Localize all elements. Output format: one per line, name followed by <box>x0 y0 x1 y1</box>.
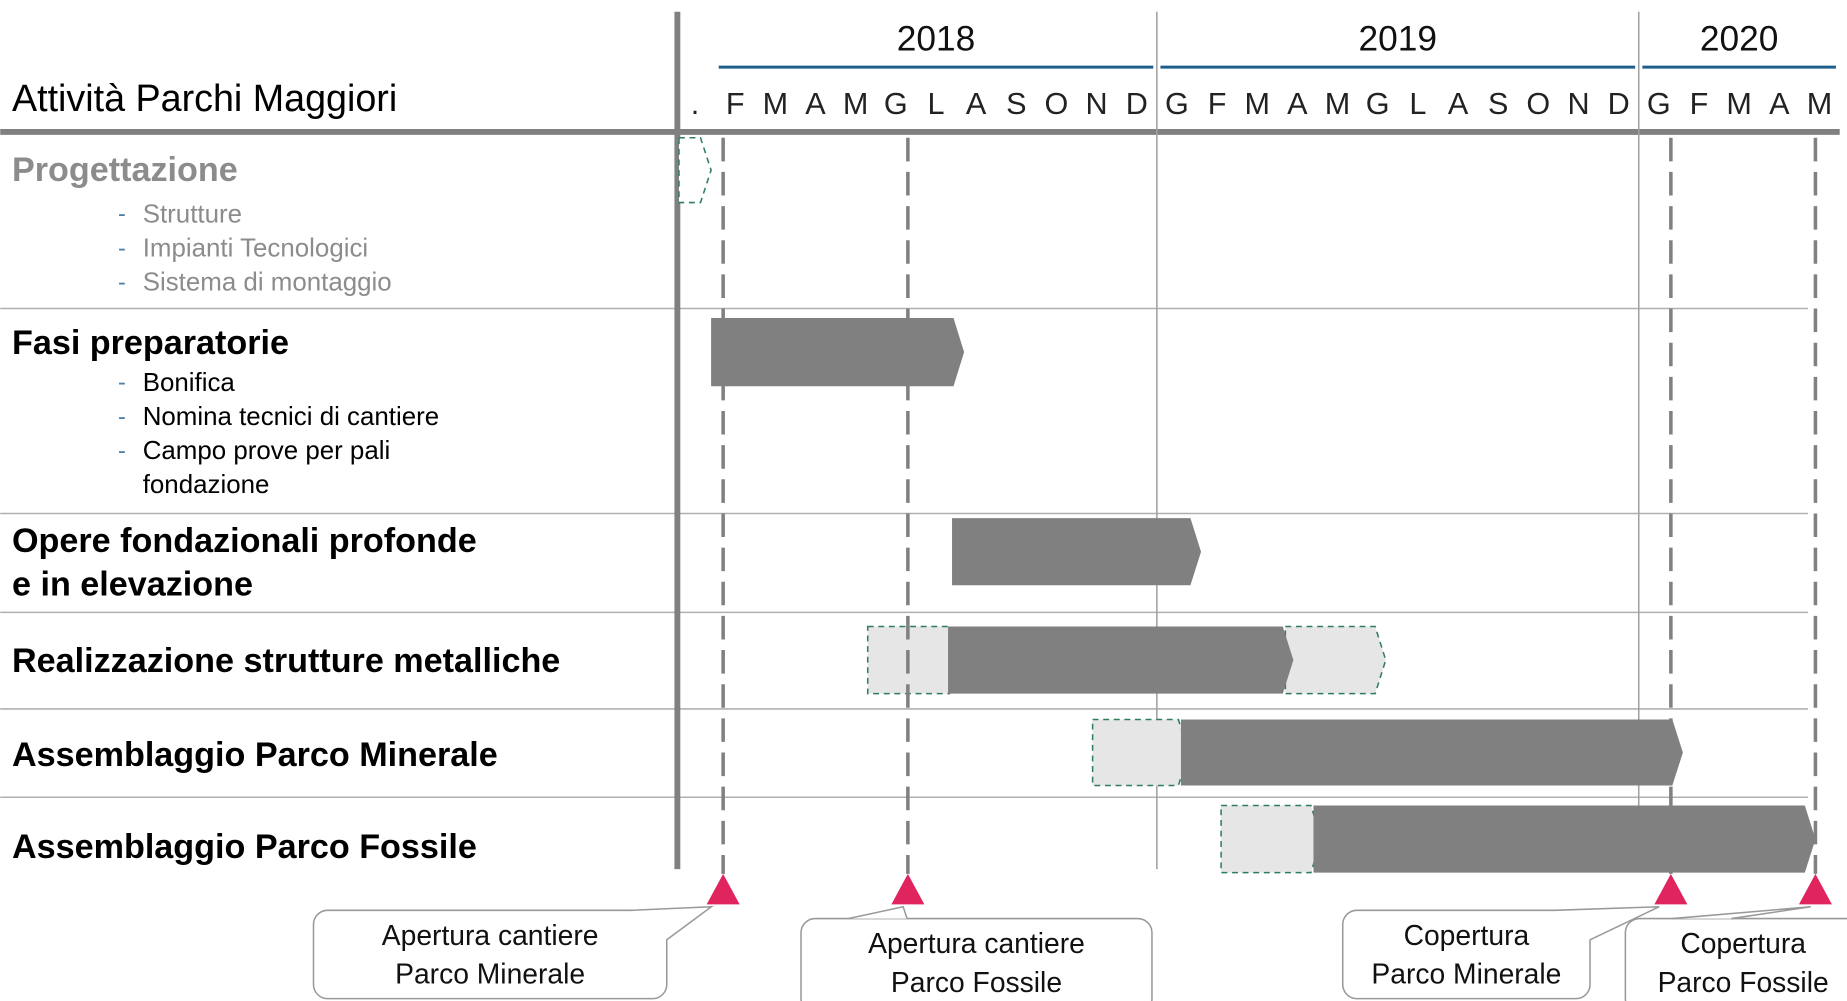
month-label: M <box>843 87 868 121</box>
task-title: Realizzazione strutture metalliche <box>12 642 560 680</box>
month-label: M <box>1807 87 1833 121</box>
milestone-label: Parco Fossile <box>891 966 1062 998</box>
item-dash: - <box>118 403 126 429</box>
callout-box <box>1341 909 1591 1000</box>
milestone-label: Parco Minerale <box>395 958 585 990</box>
month-label: M <box>1325 87 1351 121</box>
month-label: N <box>1567 87 1589 121</box>
month-label: O <box>1045 87 1069 121</box>
month-label: F <box>726 87 745 121</box>
year-label: 2018 <box>897 20 976 59</box>
task-item: fondazione <box>143 471 270 499</box>
task-bar <box>1284 625 1387 695</box>
task-title: Progettazione <box>12 151 238 189</box>
milestone-label: Apertura cantiere <box>868 927 1085 959</box>
item-dash: - <box>118 269 126 295</box>
milestone-label: Parco Fossile <box>1658 966 1829 998</box>
month-label: D <box>1608 87 1630 121</box>
month-label: L <box>927 87 944 121</box>
month-label: F <box>1208 87 1227 121</box>
item-dash: - <box>118 369 126 395</box>
task-title: Assemblaggio Parco Minerale <box>12 736 498 774</box>
task-bar <box>1180 719 1683 786</box>
task-item: Nomina tecnici di cantiere <box>143 403 439 431</box>
item-dash: - <box>118 235 126 261</box>
callout-box <box>312 909 668 1000</box>
month-label: O <box>1526 87 1550 121</box>
month-label: A <box>1448 87 1469 121</box>
month-label: A <box>1287 87 1308 121</box>
milestone-marker <box>706 873 740 905</box>
task-bar <box>711 317 965 387</box>
callout-box <box>800 917 1153 1001</box>
month-label: G <box>884 87 908 121</box>
month-label: M <box>1244 87 1270 121</box>
task-title: Fasi preparatorie <box>12 324 289 362</box>
month-label: L <box>1409 87 1426 121</box>
milestone-label: Copertura <box>1404 919 1530 951</box>
milestone-marker <box>1654 873 1688 905</box>
task-bar <box>1313 805 1816 873</box>
task-item: Bonifica <box>143 369 236 397</box>
month-label: G <box>1165 87 1189 121</box>
task-item: Strutture <box>143 200 242 228</box>
task-bar <box>1220 804 1323 874</box>
item-dash: - <box>118 201 126 227</box>
callout-box <box>1624 917 1847 1001</box>
task-item: Campo prove per pali <box>143 437 391 465</box>
month-label: A <box>966 87 987 121</box>
task-title: Assemblaggio Parco Fossile <box>12 828 477 866</box>
year-label: 2019 <box>1359 20 1438 59</box>
month-label: M <box>763 87 788 121</box>
task-bar <box>678 137 712 204</box>
task-bar <box>952 518 1202 586</box>
month-label: . <box>691 87 700 121</box>
month-label: S <box>1006 87 1026 121</box>
task-bar <box>1091 718 1190 787</box>
task-item: Impianti Tecnologici <box>143 235 368 263</box>
month-label: G <box>1366 87 1390 121</box>
year-label: 2020 <box>1700 20 1779 59</box>
month-label: D <box>1126 87 1148 121</box>
callout-pointer <box>1554 906 1660 941</box>
milestone-label: Parco Minerale <box>1371 958 1561 990</box>
callout-pointer <box>1672 906 1811 920</box>
task-bar <box>948 626 1294 694</box>
task-title: Opere fondazionali profonde <box>12 522 477 560</box>
month-label: A <box>805 87 826 121</box>
row-separators <box>0 307 1808 799</box>
item-dash: - <box>118 437 126 463</box>
month-label: N <box>1086 87 1108 121</box>
callout-pointer <box>631 905 714 941</box>
month-label: F <box>1690 87 1709 121</box>
task-item: Sistema di montaggio <box>143 269 392 297</box>
milestone-marker <box>1798 873 1832 905</box>
month-label: A <box>1769 87 1790 121</box>
milestone-marker <box>891 873 925 905</box>
task-title: e in elevazione <box>12 565 253 603</box>
task-bar <box>866 625 961 695</box>
month-label: S <box>1488 87 1508 121</box>
month-label: G <box>1647 87 1671 121</box>
chart-title: Attività Parchi Maggiori <box>12 77 397 119</box>
milestone-label: Copertura <box>1680 927 1806 959</box>
month-label: M <box>1726 87 1752 121</box>
callout-pointer <box>847 905 908 920</box>
milestone-label: Apertura cantiere <box>382 919 599 951</box>
